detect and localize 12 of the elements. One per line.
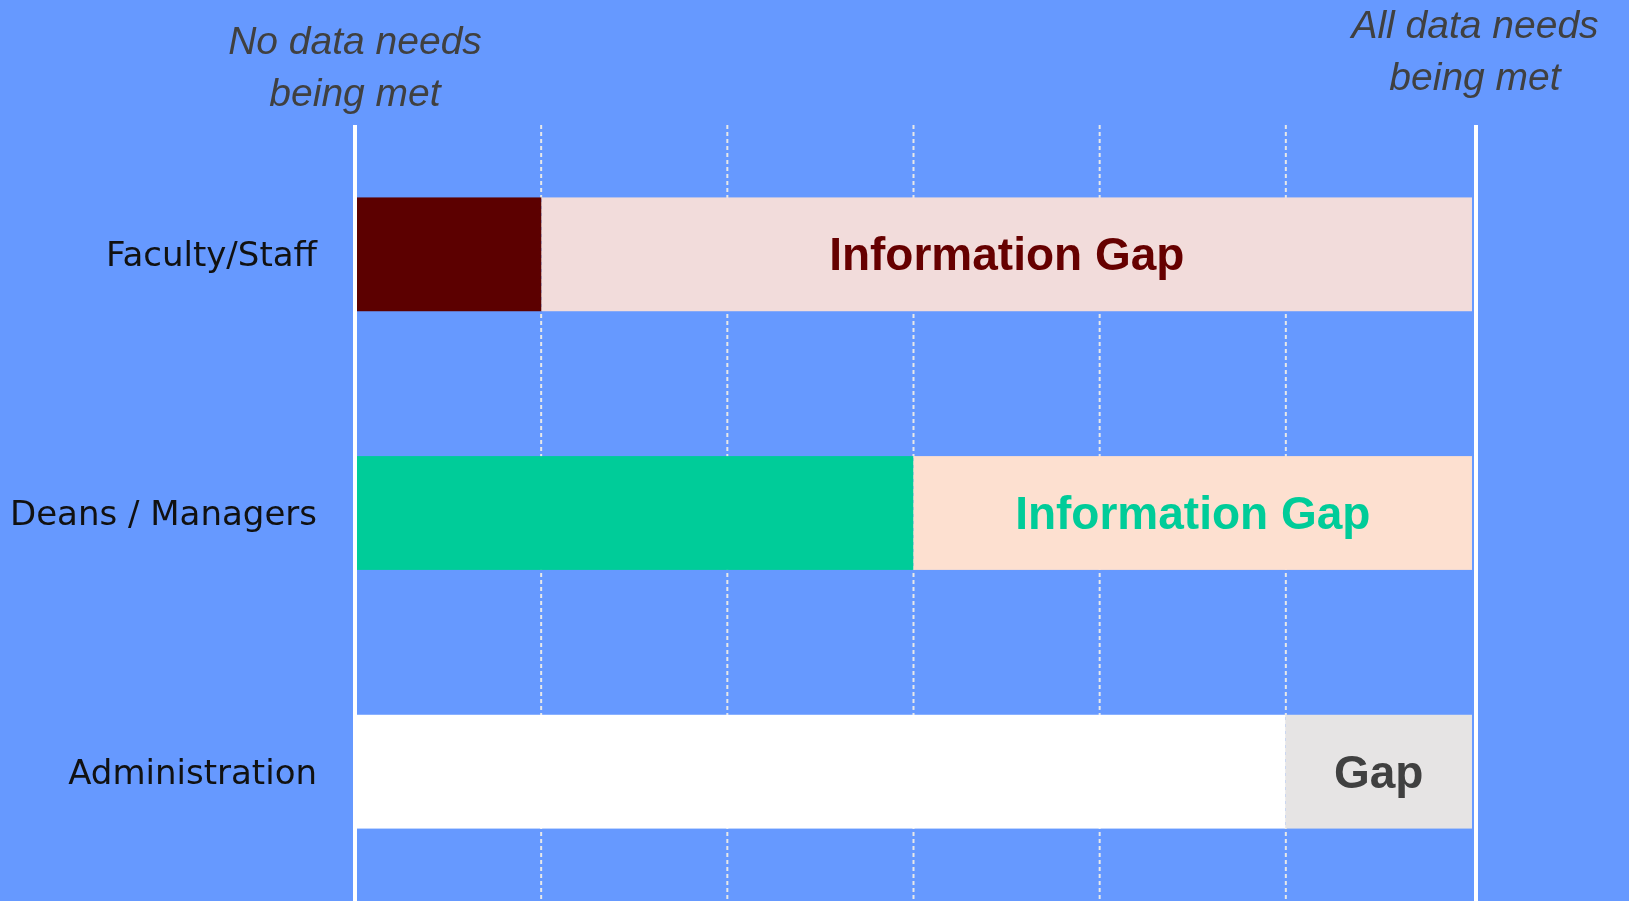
bar — [541, 197, 1472, 312]
annotation: Gap — [1334, 745, 1424, 798]
annotation: Information Gap — [829, 228, 1185, 281]
text: All data needs being met — [1349, 3, 1599, 98]
y-tick-label: Deans / Managers — [9, 493, 317, 533]
bar — [913, 456, 1472, 570]
y-tick-label: Administration — [68, 751, 317, 792]
y-tick-label: Faculty/Staff — [105, 234, 319, 275]
annotation: Information Gap — [1015, 487, 1371, 539]
bar — [355, 197, 542, 312]
bar — [355, 456, 914, 570]
text: No data needs being met — [228, 19, 482, 114]
